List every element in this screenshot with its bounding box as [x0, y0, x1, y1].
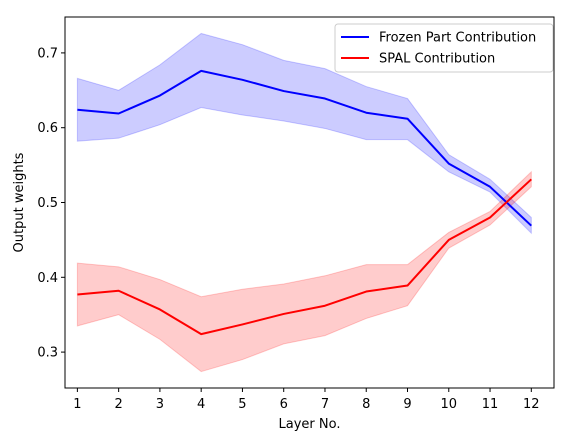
x-tick-label: 1 [73, 397, 81, 412]
x-tick-label: 10 [440, 397, 457, 412]
x-tick-label: 7 [321, 397, 329, 412]
y-tick-label: 0.7 [37, 46, 58, 61]
x-axis: 1 2 3 4 5 6 7 8 9 10 11 12 [73, 388, 540, 412]
series-lines [77, 69, 532, 336]
legend-box [334, 23, 554, 73]
y-tick-label: 0.4 [37, 271, 58, 286]
confidence-band-1 [76, 170, 532, 373]
y-tick-label: 0.6 [37, 121, 58, 136]
y-tick-label: 0.5 [37, 196, 58, 211]
x-tick-label: 5 [238, 397, 246, 412]
x-tick-label: 11 [482, 397, 499, 412]
x-tick-label: 4 [197, 397, 205, 412]
x-tick-label: 6 [280, 397, 288, 412]
x-tick-label: 12 [523, 397, 540, 412]
x-tick-label: 9 [403, 397, 411, 412]
x-axis-label: Layer No. [279, 417, 341, 432]
legend: Frozen Part Contribution SPAL Contributio… [334, 23, 554, 73]
series-line-0 [77, 69, 532, 227]
x-tick-label: 2 [115, 397, 123, 412]
x-tick-label: 3 [156, 397, 164, 412]
legend-label-0: Frozen Part Contribution [379, 31, 536, 46]
series-line-1 [77, 178, 532, 336]
y-tick-label: 0.3 [37, 346, 58, 361]
confidence-bands [76, 32, 532, 373]
confidence-band-0 [76, 32, 532, 235]
x-tick-label: 8 [362, 397, 370, 412]
y-axis: 0.3 0.4 0.5 0.6 0.7 [37, 46, 65, 361]
legend-label-1: SPAL Contribution [379, 52, 495, 67]
y-axis-label: Output weights [12, 152, 27, 252]
